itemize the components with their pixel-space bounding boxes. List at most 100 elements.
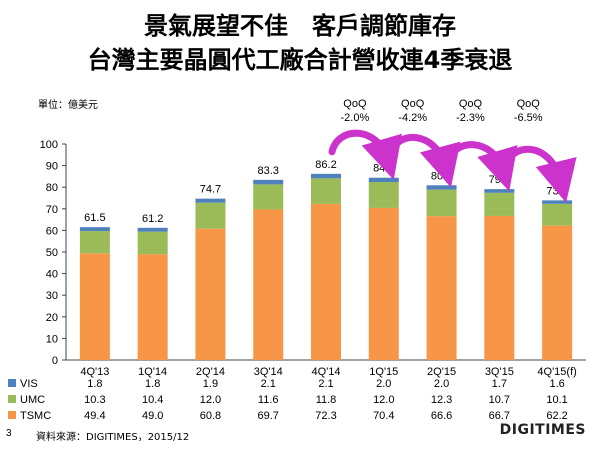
table-cell: 10.1 bbox=[546, 394, 567, 406]
table-cell: 60.8 bbox=[200, 410, 221, 422]
y-tick-label: 80 bbox=[46, 182, 58, 194]
category-label: 2Q'15 bbox=[427, 366, 456, 378]
y-tick-label: 30 bbox=[46, 290, 58, 302]
total-label: 86.2 bbox=[315, 159, 336, 171]
table-cell: 11.6 bbox=[258, 394, 279, 406]
source-note: 資料來源：DIGITIMES，2015/12 bbox=[36, 432, 190, 443]
bar-vis bbox=[79, 227, 110, 232]
qoq-label: QoQ bbox=[517, 98, 541, 110]
y-tick-label: 20 bbox=[46, 312, 58, 324]
table-cell: 66.7 bbox=[489, 410, 510, 422]
bar-tsmc bbox=[137, 254, 168, 360]
total-label: 83.3 bbox=[258, 165, 279, 177]
legend-swatch-vis bbox=[8, 379, 16, 387]
bar-vis bbox=[137, 227, 168, 232]
qoq-label: QoQ bbox=[343, 98, 367, 110]
y-tick-label: 60 bbox=[46, 225, 58, 237]
page-number: 3 bbox=[6, 428, 12, 439]
legend-label-vis: VIS bbox=[20, 378, 38, 390]
y-tick-label: 100 bbox=[40, 139, 58, 151]
bar-vis bbox=[195, 198, 226, 203]
legend-label-tsmc: TSMC bbox=[20, 410, 51, 422]
unit-label: 單位：億美元 bbox=[38, 100, 98, 111]
table-cell: 49.4 bbox=[84, 410, 105, 422]
legend-swatch-umc bbox=[8, 395, 16, 403]
bar-umc bbox=[542, 203, 573, 226]
qoq-value: -6.5% bbox=[514, 112, 543, 124]
table-cell: 70.4 bbox=[373, 410, 394, 422]
total-label: 61.2 bbox=[142, 213, 163, 225]
bar-tsmc bbox=[195, 228, 226, 360]
y-tick-label: 70 bbox=[46, 204, 58, 216]
category-label: 4Q'14 bbox=[311, 366, 340, 378]
bar-umc bbox=[426, 189, 457, 217]
y-tick-label: 40 bbox=[46, 269, 58, 281]
y-tick-label: 50 bbox=[46, 247, 58, 259]
bar-tsmc bbox=[368, 207, 399, 360]
table-cell: 1.7 bbox=[492, 378, 507, 390]
qoq-label: QoQ bbox=[401, 98, 425, 110]
total-label: 80.9 bbox=[431, 170, 452, 182]
qoq-value: -4.2% bbox=[398, 112, 427, 124]
y-tick-label: 90 bbox=[46, 161, 58, 173]
title-line-1: 景氣展望不佳 客戶調節庫存 bbox=[144, 12, 456, 40]
table-cell: 10.7 bbox=[489, 394, 510, 406]
qoq-label: QoQ bbox=[459, 98, 483, 110]
bar-tsmc bbox=[484, 215, 515, 360]
table-cell: 62.2 bbox=[546, 410, 567, 422]
bar-umc bbox=[368, 182, 399, 208]
bar-tsmc bbox=[79, 253, 110, 360]
total-label: 61.5 bbox=[84, 212, 105, 224]
qoq-value: -2.0% bbox=[341, 112, 370, 124]
chart-axes: 0 10 20 30 40 50 60 70 80 90 100 bbox=[40, 139, 586, 367]
data-table: VIS 1.8 1.8 1.9 2.1 2.1 2.0 2.0 1.7 1.6 UMC 10.3 10.… bbox=[8, 378, 568, 422]
qoq-arrow bbox=[444, 141, 518, 192]
table-cell: 49.0 bbox=[142, 410, 163, 422]
table-cell: 2.1 bbox=[318, 378, 333, 390]
bar-vis bbox=[484, 189, 515, 193]
total-label: 73.9 bbox=[546, 185, 567, 197]
bar-tsmc bbox=[426, 216, 457, 360]
chart-bars bbox=[79, 173, 573, 360]
table-cell: 66.6 bbox=[431, 410, 452, 422]
bar-vis bbox=[426, 185, 457, 190]
table-cell: 1.8 bbox=[87, 378, 102, 390]
brand-logo: DIGITIMES bbox=[499, 422, 586, 438]
legend-swatch-tsmc bbox=[8, 411, 16, 419]
bar-vis bbox=[368, 177, 399, 183]
bar-vis bbox=[311, 173, 341, 179]
y-tick-label: 10 bbox=[46, 333, 58, 345]
table-cell: 12.0 bbox=[200, 394, 221, 406]
table-cell: 1.8 bbox=[145, 378, 160, 390]
category-label: 3Q'14 bbox=[254, 366, 283, 378]
table-cell: 69.7 bbox=[258, 410, 279, 422]
table-cell: 1.6 bbox=[549, 378, 564, 390]
title-line-2: 台灣主要晶圓代工廠合計營收連4季衰退 bbox=[87, 46, 513, 74]
bar-umc bbox=[253, 184, 284, 210]
bar-vis bbox=[253, 179, 284, 185]
category-label: 4Q'13 bbox=[80, 366, 109, 378]
category-label: 1Q'14 bbox=[138, 366, 167, 378]
table-cell: 10.3 bbox=[84, 394, 105, 406]
category-label: 3Q'15 bbox=[485, 366, 514, 378]
category-label: 1Q'15 bbox=[369, 366, 398, 378]
qoq-arrow bbox=[328, 129, 402, 180]
table-cell: 12.3 bbox=[431, 394, 452, 406]
category-label: 4Q'15(f) bbox=[537, 366, 576, 378]
bar-tsmc bbox=[542, 225, 573, 360]
bar-tsmc bbox=[311, 203, 341, 360]
total-label: 79.1 bbox=[489, 174, 510, 186]
table-cell: 11.8 bbox=[316, 394, 337, 406]
total-label: 84.5 bbox=[373, 163, 394, 175]
table-cell: 1.9 bbox=[203, 378, 218, 390]
total-label: 74.7 bbox=[200, 184, 221, 196]
bar-umc bbox=[311, 178, 341, 204]
qoq-arrow bbox=[501, 145, 577, 203]
y-tick-label: 0 bbox=[52, 355, 58, 367]
table-cell: 2.1 bbox=[261, 378, 276, 390]
table-cell: 2.0 bbox=[434, 378, 449, 390]
table-cell: 72.3 bbox=[315, 410, 336, 422]
bar-tsmc bbox=[253, 209, 284, 360]
bar-umc bbox=[195, 202, 226, 229]
